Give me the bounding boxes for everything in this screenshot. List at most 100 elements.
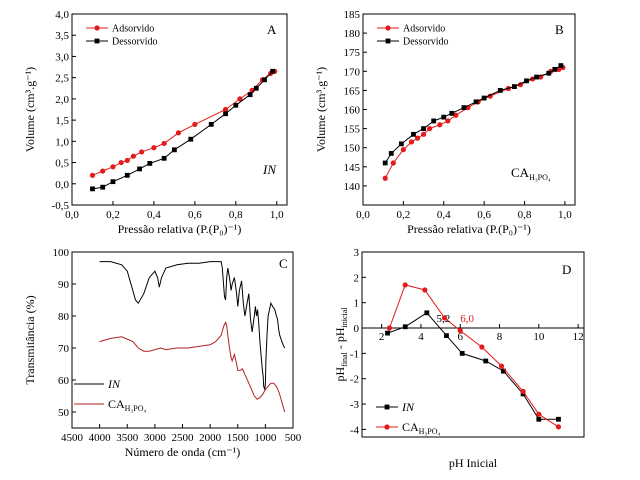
legend-label-sub: H₃PO₄ (419, 427, 441, 436)
x-axis-label: Número de onda (cm⁻¹) (125, 445, 241, 459)
data-point (137, 166, 142, 172)
y-tick-label: 90 (58, 279, 70, 291)
data-point (431, 118, 437, 124)
data-point (520, 388, 526, 394)
x-tick-label: 1500 (227, 432, 250, 444)
legend-marker (94, 38, 100, 44)
data-point (483, 358, 489, 364)
data-point (536, 411, 542, 417)
x-axis-label: Pressão relativa (P.(P₀)⁻¹) (407, 222, 531, 236)
data-point (457, 327, 463, 334)
data-point (437, 122, 443, 128)
legend-label: Adsorvido (112, 24, 154, 35)
x-tick-label: 12 (573, 331, 584, 343)
y-tick-label: 2,5 (55, 73, 69, 85)
data-point (402, 282, 408, 288)
data-point (124, 157, 130, 164)
data-point (100, 168, 106, 174)
x-tick-label: 4000 (89, 432, 112, 444)
data-point (262, 77, 267, 83)
y-axis-label: pHfinal - pHinicial (333, 307, 349, 382)
x-tick-label: 2500 (172, 432, 195, 444)
data-point (512, 84, 517, 89)
y-tick-label: 180 (344, 28, 361, 40)
data-point (445, 118, 451, 124)
y-tick-label: 140 (344, 181, 361, 193)
data-point (481, 95, 487, 101)
x-tick-label: 0,2 (397, 209, 411, 221)
series-line-in (387, 312, 559, 420)
x-tick-label: 4 (418, 331, 424, 343)
data-point (110, 179, 116, 185)
y-tick-label: 1,5 (55, 115, 69, 127)
x-tick-label: 8 (497, 331, 503, 343)
panel-c: 4500 4000 3500 3000 2500 2000 1500 1000 500 50 60 7… (23, 247, 302, 459)
data-point (556, 416, 561, 422)
x-tick-label: 2000 (199, 432, 222, 444)
x-tick-label: 6 (457, 331, 463, 343)
panel-letter: C (279, 256, 288, 271)
data-point (388, 151, 394, 156)
series-line-adsorvido (384, 67, 564, 179)
data-point (422, 287, 428, 293)
x-tick-label: 1,0 (558, 209, 572, 221)
data-point (100, 184, 106, 190)
data-point (118, 159, 124, 166)
data-point (237, 96, 243, 102)
panel-note: CAH₃PO₄ (511, 165, 551, 182)
data-point (449, 110, 455, 116)
data-point (398, 141, 404, 147)
data-point (501, 368, 506, 374)
data-point (89, 172, 96, 178)
y-tick-label: -3 (350, 399, 360, 411)
y-tick-label: 3 (354, 247, 360, 259)
data-point (408, 139, 415, 145)
legend-label: CAH₃PO₄ (108, 397, 146, 413)
x-axis-label: Pressão relativa (P.(P₀)⁻¹) (118, 222, 242, 236)
data-point (247, 92, 253, 98)
panel-b: 0,0 0,2 0,4 0,6 0,8 1,0 140 145 150 155 160 165 170 1… (314, 9, 576, 236)
data-point (175, 130, 182, 136)
data-point (139, 149, 145, 155)
x-tick-label: 500 (285, 432, 302, 444)
series-line-adsorvido (92, 70, 275, 176)
y-tick-label: 0 (354, 323, 360, 335)
data-point (498, 363, 505, 369)
x-tick-label: 0,0 (356, 209, 370, 221)
data-point (382, 175, 388, 181)
y-label-sub: final (340, 351, 349, 366)
y-tick-label: 155 (344, 124, 361, 136)
zero-crossing-label: 5,2 (437, 313, 451, 325)
legend-marker (385, 25, 391, 31)
legend-marker (384, 424, 390, 430)
y-tick-label: -4 (350, 424, 360, 436)
x-tick-label: 0,4 (437, 209, 451, 221)
data-point (558, 63, 564, 68)
y-tick-label: 175 (344, 47, 361, 59)
data-point (382, 160, 388, 166)
y-tick-label: 160 (344, 105, 361, 117)
data-point (188, 136, 194, 142)
data-point (459, 350, 465, 356)
x-tick-label: 1000 (254, 432, 277, 444)
data-point (555, 424, 562, 430)
data-point (536, 416, 542, 422)
x-tick-label: 0,6 (477, 209, 491, 221)
data-point (110, 164, 116, 170)
y-tick-label: 70 (58, 343, 70, 355)
x-tick-label: 2 (379, 331, 385, 343)
y-tick-label: -1 (350, 348, 359, 360)
data-point (424, 310, 430, 316)
x-tick-label: 3000 (144, 432, 167, 444)
data-point (534, 74, 540, 80)
x-tick-label: 4500 (61, 432, 84, 444)
y-tick-label: 100 (53, 247, 70, 259)
y-axis-label: Volume (cm³.g⁻¹) (314, 67, 328, 152)
y-tick-label: 1,0 (55, 136, 69, 148)
data-point (473, 99, 479, 105)
data-point (461, 105, 467, 110)
y-tick-label: 80 (58, 311, 70, 323)
data-point (414, 135, 421, 141)
data-point (124, 172, 130, 178)
